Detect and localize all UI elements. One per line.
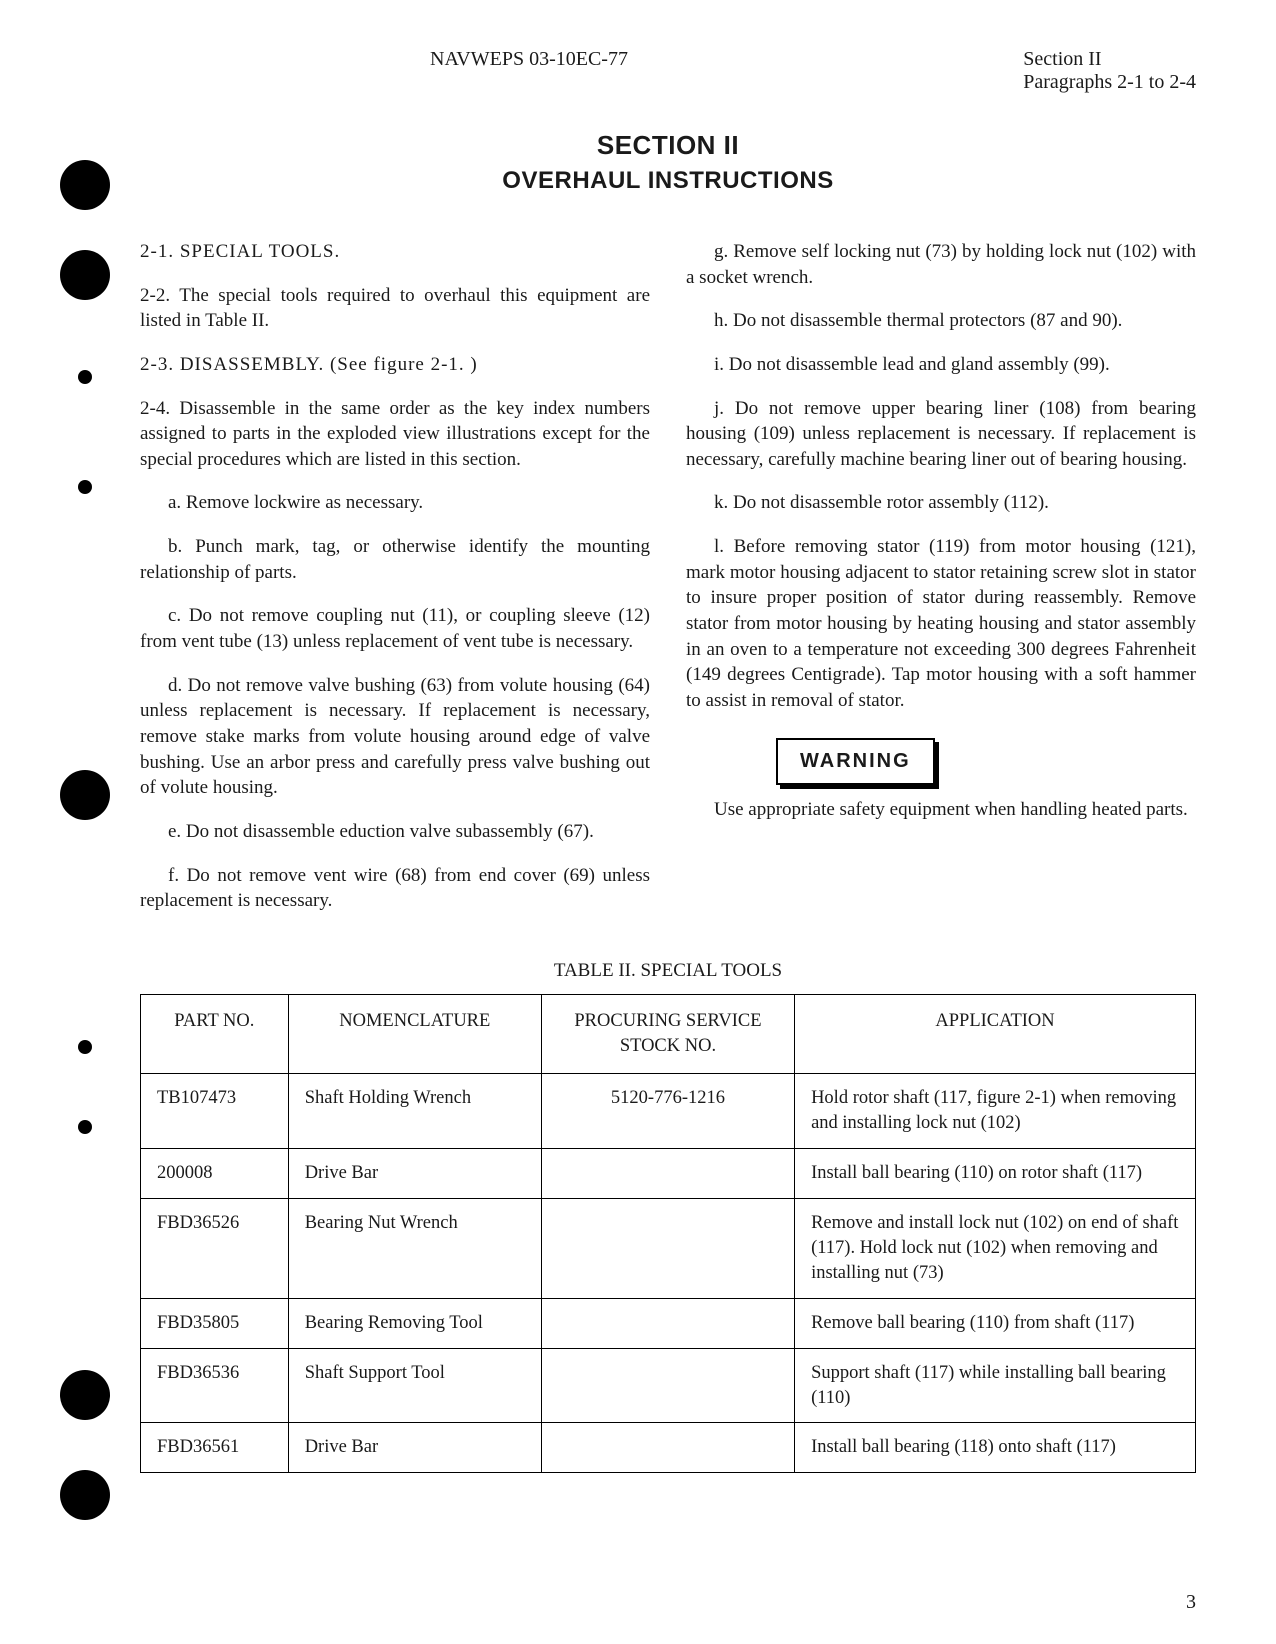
special-tools-table: PART NO. NOMENCLATURE PROCURING SERVICE …	[140, 994, 1196, 1474]
cell-stock-no	[541, 1348, 794, 1423]
th-application: APPLICATION	[795, 994, 1196, 1073]
th-part-no: PART NO.	[141, 994, 289, 1073]
cell-application: Install ball bearing (110) on rotor shaf…	[795, 1148, 1196, 1198]
hole	[78, 370, 92, 384]
cell-nomenclature: Bearing Removing Tool	[288, 1298, 541, 1348]
th-nomenclature: NOMENCLATURE	[288, 994, 541, 1073]
para-2-3: 2-3. DISASSEMBLY. (See figure 2-1. )	[140, 352, 650, 378]
cell-application: Remove and install lock nut (102) on end…	[795, 1198, 1196, 1298]
step-f: f. Do not remove vent wire (68) from end…	[140, 863, 650, 914]
page-header: NAVWEPS 03-10EC-77 Section II Paragraphs…	[140, 48, 1196, 94]
th-stock-no: PROCURING SERVICE STOCK NO.	[541, 994, 794, 1073]
para-2-2: 2-2. The special tools required to overh…	[140, 283, 650, 334]
section-label: Section II	[1023, 48, 1196, 71]
step-k: k. Do not disassemble rotor assembly (11…	[686, 490, 1196, 516]
left-column: 2-1. SPECIAL TOOLS. 2-2. The special too…	[140, 239, 650, 932]
cell-application: Install ball bearing (118) onto shaft (1…	[795, 1423, 1196, 1473]
table-row: FBD36526 Bearing Nut Wrench Remove and i…	[141, 1198, 1196, 1298]
section-subtitle: OVERHAUL INSTRUCTIONS	[140, 167, 1196, 195]
step-g: g. Remove self locking nut (73) by holdi…	[686, 239, 1196, 290]
document-page: NAVWEPS 03-10EC-77 Section II Paragraphs…	[0, 0, 1276, 1644]
cell-part-no: FBD36561	[141, 1423, 289, 1473]
step-c: c. Do not remove coupling nut (11), or c…	[140, 603, 650, 654]
cell-nomenclature: Drive Bar	[288, 1423, 541, 1473]
cell-part-no: TB107473	[141, 1073, 289, 1148]
warning-text: Use appropriate safety equipment when ha…	[714, 797, 1196, 823]
step-a: a. Remove lockwire as necessary.	[140, 490, 650, 516]
hole	[78, 1120, 92, 1134]
cell-nomenclature: Shaft Holding Wrench	[288, 1073, 541, 1148]
step-j: j. Do not remove upper bearing liner (10…	[686, 396, 1196, 473]
cell-part-no: FBD36526	[141, 1198, 289, 1298]
step-h: h. Do not disassemble thermal protectors…	[686, 308, 1196, 334]
doc-id: NAVWEPS 03-10EC-77	[430, 48, 628, 94]
cell-part-no: 200008	[141, 1148, 289, 1198]
table-row: FBD36561 Drive Bar Install ball bearing …	[141, 1423, 1196, 1473]
table-row: FBD35805 Bearing Removing Tool Remove ba…	[141, 1298, 1196, 1348]
hole	[78, 1040, 92, 1054]
section-title: SECTION II	[140, 130, 1196, 161]
cell-stock-no	[541, 1423, 794, 1473]
cell-part-no: FBD35805	[141, 1298, 289, 1348]
right-column: g. Remove self locking nut (73) by holdi…	[686, 239, 1196, 932]
para-2-1: 2-1. SPECIAL TOOLS.	[140, 239, 650, 265]
hole	[60, 160, 110, 210]
table-body: TB107473 Shaft Holding Wrench 5120-776-1…	[141, 1073, 1196, 1473]
table-row: TB107473 Shaft Holding Wrench 5120-776-1…	[141, 1073, 1196, 1148]
hole	[78, 480, 92, 494]
paragraphs-label: Paragraphs 2-1 to 2-4	[1023, 71, 1196, 94]
page-number: 3	[1186, 1591, 1196, 1614]
step-i: i. Do not disassemble lead and gland ass…	[686, 352, 1196, 378]
step-b: b. Punch mark, tag, or otherwise identif…	[140, 534, 650, 585]
hole	[60, 250, 110, 300]
cell-stock-no	[541, 1298, 794, 1348]
cell-stock-no: 5120-776-1216	[541, 1073, 794, 1148]
table-title: TABLE II. SPECIAL TOOLS	[140, 960, 1196, 982]
table-row: 200008 Drive Bar Install ball bearing (1…	[141, 1148, 1196, 1198]
cell-nomenclature: Bearing Nut Wrench	[288, 1198, 541, 1298]
cell-stock-no	[541, 1148, 794, 1198]
cell-stock-no	[541, 1198, 794, 1298]
step-e: e. Do not disassemble eduction valve sub…	[140, 819, 650, 845]
hole	[60, 1470, 110, 1520]
para-2-4: 2-4. Disassemble in the same order as th…	[140, 396, 650, 473]
table-row: FBD36536 Shaft Support Tool Support shaf…	[141, 1348, 1196, 1423]
warning-box: WARNING	[776, 738, 935, 785]
cell-application: Remove ball bearing (110) from shaft (11…	[795, 1298, 1196, 1348]
cell-application: Support shaft (117) while installing bal…	[795, 1348, 1196, 1423]
cell-nomenclature: Drive Bar	[288, 1148, 541, 1198]
cell-part-no: FBD36536	[141, 1348, 289, 1423]
step-l: l. Before removing stator (119) from mot…	[686, 534, 1196, 713]
step-d: d. Do not remove valve bushing (63) from…	[140, 673, 650, 801]
header-right: Section II Paragraphs 2-1 to 2-4	[1023, 48, 1196, 94]
hole	[60, 1370, 110, 1420]
table-header-row: PART NO. NOMENCLATURE PROCURING SERVICE …	[141, 994, 1196, 1073]
body-columns: 2-1. SPECIAL TOOLS. 2-2. The special too…	[140, 239, 1196, 932]
cell-application: Hold rotor shaft (117, figure 2-1) when …	[795, 1073, 1196, 1148]
cell-nomenclature: Shaft Support Tool	[288, 1348, 541, 1423]
hole	[60, 770, 110, 820]
